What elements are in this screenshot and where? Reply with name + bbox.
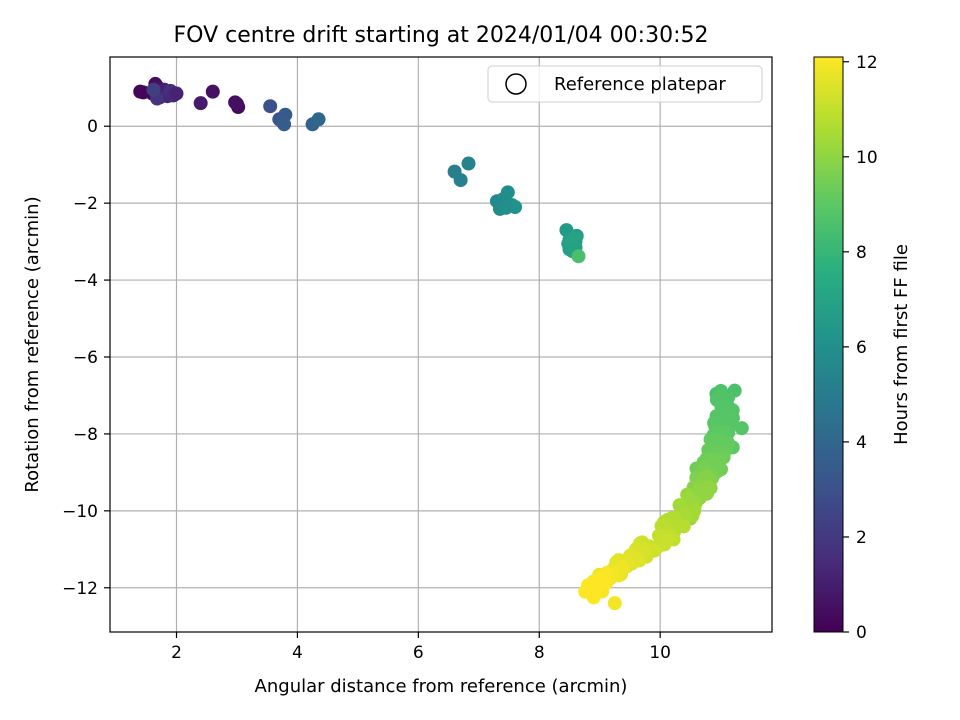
colorbar-tick-label: 12 <box>856 53 878 73</box>
x-axis-ticks: 2 4 6 8 10 <box>171 632 671 663</box>
colorbar-ticks: 0 2 4 6 8 10 12 <box>843 53 878 643</box>
colorbar-tick-label: 4 <box>856 433 867 453</box>
grid-lines <box>110 57 772 632</box>
data-point <box>498 200 513 215</box>
data-point <box>277 117 292 132</box>
legend-marker-open-circle <box>505 73 527 95</box>
data-point <box>607 596 622 611</box>
data-point <box>229 96 244 111</box>
x-tick-label: 4 <box>292 643 303 663</box>
colorbar-tick-label: 8 <box>856 243 867 263</box>
legend-box <box>487 65 763 103</box>
y-tick-label: 0 <box>87 117 98 137</box>
data-point <box>263 99 278 114</box>
colorbar: 0 2 4 6 8 10 12 Hours from first FF file <box>813 53 912 643</box>
data-point <box>567 230 582 245</box>
colorbar-tick-label: 2 <box>856 528 867 548</box>
data-point <box>581 578 596 593</box>
y-tick-label: −2 <box>73 194 98 214</box>
data-point <box>659 534 674 549</box>
x-tick-label: 2 <box>171 643 182 663</box>
data-point <box>205 84 220 99</box>
colorbar-tick-label: 6 <box>856 338 867 358</box>
legend-label-reference-platepar: Reference platepar <box>554 74 726 95</box>
colorbar-tick-label: 0 <box>856 623 867 643</box>
data-point <box>169 86 184 101</box>
y-tick-label: −8 <box>73 425 98 445</box>
data-point <box>146 82 161 97</box>
y-tick-label: −6 <box>73 348 98 368</box>
data-point <box>722 411 737 426</box>
x-tick-label: 10 <box>649 643 671 663</box>
colorbar-gradient <box>813 56 844 633</box>
colorbar-label: Hours from first FF file <box>891 244 912 445</box>
data-point <box>571 249 586 264</box>
x-axis-label: Angular distance from reference (arcmin) <box>255 676 628 697</box>
data-point <box>461 156 476 171</box>
plot-frame <box>109 56 773 633</box>
data-point <box>500 185 515 200</box>
y-axis-ticks: 0 −2 −4 −6 −8 −10 −12 <box>62 117 110 599</box>
y-axis-label: Rotation from reference (arcmin) <box>22 196 43 492</box>
data-point <box>699 486 714 501</box>
data-point <box>676 519 691 534</box>
data-point <box>734 421 749 436</box>
legend: Reference platepar <box>487 65 763 103</box>
y-tick-label: −4 <box>73 271 98 291</box>
x-tick-label: 8 <box>534 643 545 663</box>
y-tick-label: −12 <box>62 579 98 599</box>
chart-title: FOV centre drift starting at 2024/01/04 … <box>174 23 709 48</box>
data-point <box>453 173 468 188</box>
scatter-points <box>133 76 749 611</box>
data-point <box>311 112 326 127</box>
y-tick-label: −10 <box>62 502 98 522</box>
data-point <box>193 96 208 111</box>
x-tick-label: 6 <box>413 643 424 663</box>
colorbar-tick-label: 10 <box>856 148 878 168</box>
